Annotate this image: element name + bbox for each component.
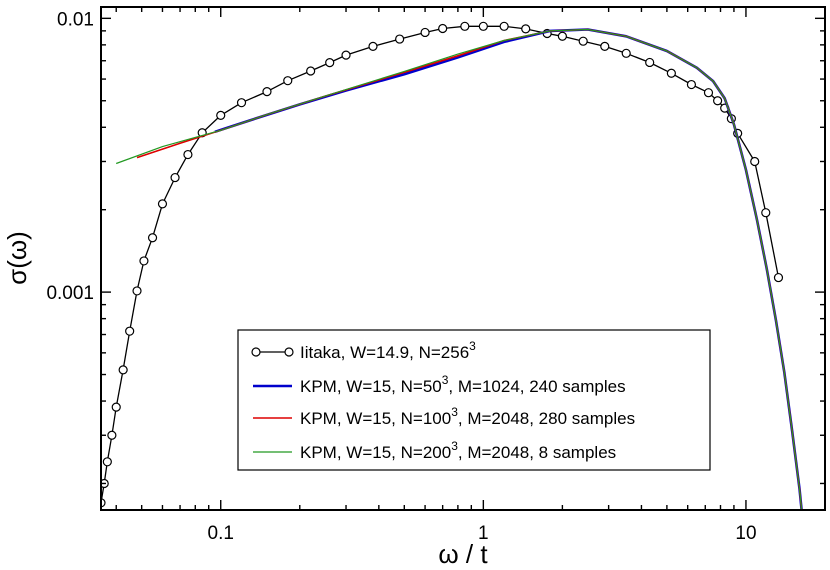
data-point	[420, 27, 430, 38]
legend-box	[237, 329, 711, 471]
data-point	[438, 23, 448, 34]
data-point	[139, 256, 149, 266]
data-point	[395, 34, 405, 44]
data-point	[368, 41, 378, 51]
data-point	[460, 21, 470, 31]
data-point	[306, 66, 316, 76]
tick-labels: 0.1 1 10 0.001 0.01	[46, 9, 756, 544]
data-point	[107, 430, 117, 440]
x-axis-label: ω / t	[438, 539, 488, 569]
data-point	[118, 365, 128, 375]
data-point	[557, 31, 567, 41]
data-point	[325, 58, 335, 68]
x-tick-label: 1	[478, 523, 489, 544]
data-point	[703, 88, 714, 98]
data-point	[125, 326, 135, 336]
plot-series	[101, 21, 803, 510]
data-point	[578, 36, 588, 46]
data-point	[478, 21, 488, 31]
data-point	[621, 48, 631, 58]
series-line-2	[214, 28, 803, 510]
legend-marker	[251, 347, 261, 357]
data-point	[666, 68, 676, 78]
data-point	[283, 76, 293, 86]
data-point	[102, 457, 112, 467]
series-line-3	[136, 28, 803, 510]
x-tick-label: 0.1	[208, 523, 234, 544]
y-axis-label: σ(ω)	[2, 231, 32, 285]
data-point	[236, 98, 247, 108]
data-point	[773, 272, 784, 283]
legend-label-3: KPM, W=15, N=1003, M=2048, 280 samples	[300, 405, 635, 428]
data-point	[262, 86, 272, 97]
axis-ticks	[101, 7, 826, 510]
data-point	[183, 149, 193, 160]
data-point	[645, 57, 655, 68]
data-point	[499, 21, 509, 31]
legend-label-1: Iitaka, W=14.9, N=2563	[300, 339, 476, 362]
data-point	[170, 172, 180, 183]
legend-label-2: KPM, W=15, N=503, M=1024, 240 samples	[300, 373, 626, 396]
data-point	[686, 79, 697, 90]
data-point	[600, 41, 610, 51]
y-tick-label: 0.01	[57, 9, 94, 30]
series-line-4	[115, 28, 803, 510]
data-point	[521, 24, 531, 34]
plot-frame	[100, 6, 826, 511]
legend-marker	[284, 347, 294, 357]
data-point	[761, 208, 771, 218]
data-point	[147, 233, 158, 243]
data-point	[750, 156, 760, 167]
data-point	[111, 402, 121, 412]
legend: Iitaka, W=14.9, N=2563 KPM, W=15, N=503, …	[237, 329, 711, 471]
data-point	[713, 96, 723, 106]
data-point	[341, 50, 351, 60]
data-point	[157, 199, 168, 209]
legend-label-4: KPM, W=15, N=2003, M=2048, 8 samples	[300, 439, 616, 462]
x-tick-label: 10	[735, 523, 756, 544]
data-point	[132, 286, 142, 296]
data-point	[216, 110, 226, 121]
y-tick-label: 0.001	[46, 283, 94, 304]
